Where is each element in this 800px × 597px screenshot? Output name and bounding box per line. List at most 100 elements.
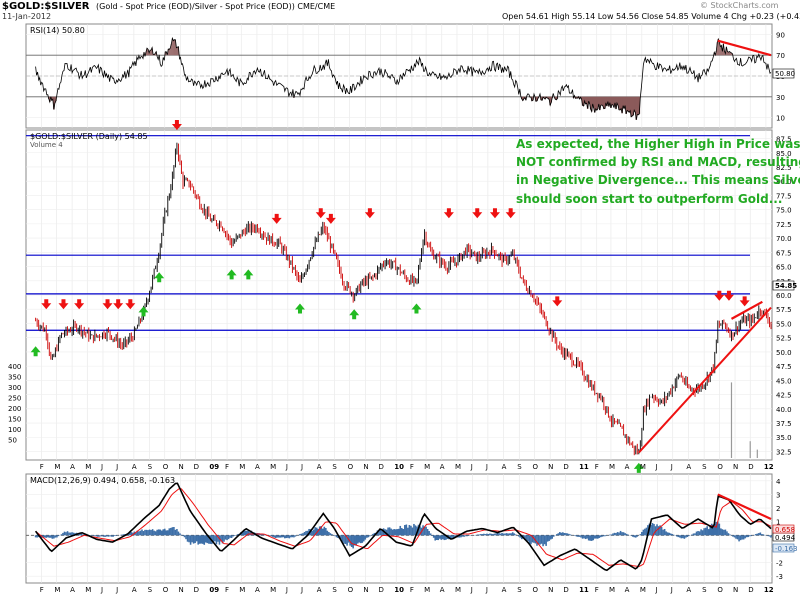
- price-tick-label: 50.0: [776, 349, 792, 357]
- down-arrow-marker: [58, 299, 69, 310]
- x-tick-label-macd: M: [270, 586, 276, 594]
- down-arrow-marker: [552, 296, 563, 307]
- x-tick-label-macd: J: [655, 586, 658, 594]
- up-arrow-marker: [226, 269, 237, 280]
- annotation-line-3: in Negative Divergence... This means Sil…: [516, 173, 800, 187]
- x-tick-label-macd: A: [255, 586, 260, 594]
- down-arrow-marker: [125, 299, 136, 310]
- x-tick-label-macd: S: [148, 586, 153, 594]
- x-tick-label-macd: S: [517, 586, 522, 594]
- axis-labels: F F M M A A M M J J J J A A S S O O N N D D 09 09 F F M M A A M M J J J J A A…: [8, 31, 792, 594]
- x-tick-label: 10: [394, 463, 404, 471]
- x-tick-label-macd: O: [532, 586, 538, 594]
- price-tick-label: 52.5: [776, 335, 792, 343]
- down-arrow-marker: [723, 290, 734, 301]
- rsi-label: RSI(14) 50.80: [30, 26, 85, 35]
- x-tick-label: O: [348, 463, 354, 471]
- price-tick-label: 75.0: [776, 207, 792, 215]
- rsi-value-tag-box: [772, 68, 795, 79]
- up-arrow-marker: [30, 346, 41, 357]
- volume-label: Volume 4: [30, 141, 63, 149]
- x-tick-label-macd: M: [239, 586, 245, 594]
- x-tick-label-macd: D: [379, 586, 384, 594]
- x-tick-label-macd: O: [717, 586, 723, 594]
- price-tick-label: 55.0: [776, 320, 792, 328]
- macd-tick-label: 3: [776, 491, 780, 499]
- x-tick-label: S: [702, 463, 707, 471]
- down-arrow-marker: [489, 208, 500, 219]
- x-tick-label-macd: N: [178, 586, 183, 594]
- x-tick-label-macd: J: [100, 586, 103, 594]
- x-tick-label: J: [485, 463, 488, 471]
- x-tick-label-macd: J: [285, 586, 288, 594]
- last-price-tag-box: [772, 280, 795, 291]
- x-tick-label-macd: A: [132, 586, 137, 594]
- x-tick-label-macd: N: [733, 586, 738, 594]
- x-tick-label-macd: J: [470, 586, 473, 594]
- x-tick-label: M: [239, 463, 245, 471]
- price-highs-trendline: [730, 300, 763, 320]
- x-tick-label-macd: N: [548, 586, 553, 594]
- down-arrow-marker: [714, 290, 725, 301]
- x-tick-label-macd: D: [194, 586, 199, 594]
- x-tick-label: A: [502, 463, 507, 471]
- x-tick-label-macd: A: [502, 586, 507, 594]
- x-tick-label: M: [270, 463, 276, 471]
- x-tick-label: O: [163, 463, 169, 471]
- up-arrow-marker: [243, 269, 254, 280]
- down-arrow-marker: [102, 299, 113, 310]
- price-tick-label: 45.0: [776, 377, 792, 385]
- price-tick-label: 65.0: [776, 264, 792, 272]
- x-tick-label-macd: M: [640, 586, 646, 594]
- x-tick-label: S: [332, 463, 337, 471]
- annotation-marks: [30, 39, 772, 520]
- last-price-tag: 54.85: [775, 282, 797, 290]
- x-tick-label-macd: F: [225, 586, 229, 594]
- x-tick-label-macd: O: [348, 586, 354, 594]
- x-tick-label: A: [255, 463, 260, 471]
- down-arrow-marker: [171, 120, 182, 130]
- rsi-tick-label: 90: [776, 31, 785, 39]
- x-tick-label: J: [300, 463, 303, 471]
- down-arrow-marker: [739, 296, 750, 307]
- down-arrow-marker: [271, 213, 282, 224]
- x-tick-label-macd: M: [609, 586, 615, 594]
- down-arrow-marker: [74, 299, 85, 310]
- volume-tick-label: 50: [8, 437, 17, 445]
- down-arrow-marker: [364, 208, 375, 219]
- x-tick-label: M: [640, 463, 646, 471]
- x-tick-label: J: [655, 463, 658, 471]
- up-arrow-marker: [294, 303, 305, 314]
- macd-tick-label: -2: [776, 560, 783, 568]
- x-tick-label: D: [748, 463, 753, 471]
- x-tick-label: N: [548, 463, 553, 471]
- price-tick-label: 80.0: [776, 178, 792, 186]
- x-tick-label-macd: D: [563, 586, 568, 594]
- watermark: © StockCharts.com: [700, 1, 779, 10]
- histogram-value-tag-box: [772, 543, 795, 553]
- rsi-tick-label: 70: [776, 52, 785, 60]
- x-tick-label: A: [686, 463, 691, 471]
- x-tick-label: D: [194, 463, 199, 471]
- price-tick-label: 35.0: [776, 434, 792, 442]
- price-tick-label: 37.5: [776, 420, 792, 428]
- x-tick-label: J: [100, 463, 103, 471]
- x-tick-label: A: [317, 463, 322, 471]
- x-tick-label: A: [70, 463, 75, 471]
- x-tick-label-macd: M: [85, 586, 91, 594]
- macd-signal-line: [35, 487, 772, 567]
- symbol-description: (Gold - Spot Price (EOD)/Silver - Spot P…: [96, 2, 336, 11]
- x-tick-label: N: [363, 463, 368, 471]
- x-tick-label: D: [379, 463, 384, 471]
- macd-value-tag: 0.494: [775, 534, 796, 542]
- up-arrow-marker: [154, 272, 165, 283]
- x-tick-label-macd: M: [54, 586, 60, 594]
- x-tick-label: F: [410, 463, 414, 471]
- macd-line: [34, 482, 772, 572]
- rsi-layer: [35, 36, 772, 120]
- down-arrow-marker: [113, 299, 124, 310]
- price-tick-label: 60.0: [776, 292, 792, 300]
- x-tick-label-macd: J: [670, 586, 673, 594]
- x-tick-label-macd: F: [595, 586, 599, 594]
- x-tick-label: J: [670, 463, 673, 471]
